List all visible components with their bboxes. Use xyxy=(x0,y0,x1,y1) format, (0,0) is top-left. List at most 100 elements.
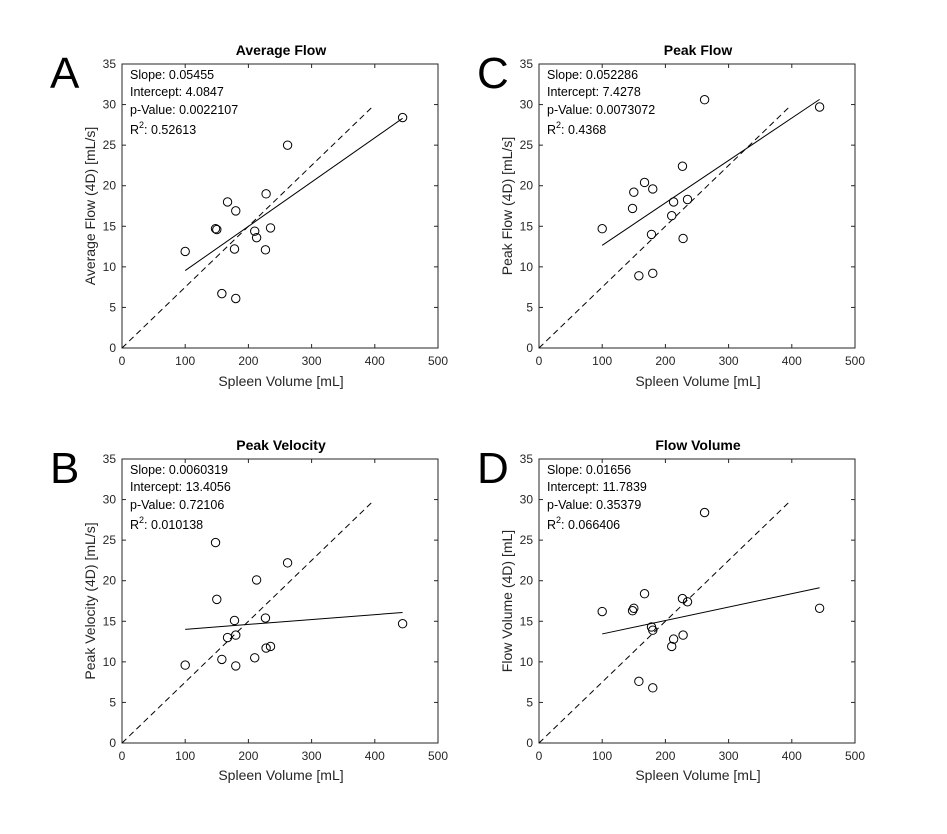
y-tick-label: 20 xyxy=(520,179,534,193)
x-tick-label: 100 xyxy=(592,749,612,763)
data-point xyxy=(648,683,658,693)
data-point xyxy=(668,197,679,207)
data-point xyxy=(250,653,260,663)
r2-value: : 0.4368 xyxy=(561,123,606,137)
y-axis-label: Peak Velocity (4D) [mL/s] xyxy=(82,522,98,679)
data-point xyxy=(212,224,222,235)
regression-line xyxy=(601,98,820,246)
stat-pvalue: p-Value: 0.72106 xyxy=(130,498,224,512)
stat-intercept: Intercept: 13.4056 xyxy=(130,480,231,494)
axes-box xyxy=(121,63,439,349)
panel-label: B xyxy=(50,444,79,493)
r2-symbol: R xyxy=(130,123,139,137)
data-point xyxy=(180,660,190,670)
data-point xyxy=(678,630,688,640)
r2-value: : 0.010138 xyxy=(144,518,203,532)
axes-box xyxy=(538,63,856,349)
y-tick-label: 5 xyxy=(109,695,116,709)
data-point xyxy=(677,161,688,171)
data-point xyxy=(180,246,190,257)
stat-slope: Slope: 0.0060319 xyxy=(130,463,228,477)
y-tick-label: 15 xyxy=(520,614,534,628)
x-tick-label: 400 xyxy=(365,749,385,763)
y-tick-label: 5 xyxy=(526,695,533,709)
data-point xyxy=(648,625,658,635)
panel-label: D xyxy=(477,444,509,493)
data-point xyxy=(282,558,293,568)
y-tick-label: 0 xyxy=(109,341,116,355)
data-point xyxy=(265,641,276,652)
y-tick-label: 30 xyxy=(103,493,117,507)
x-tick-label: 300 xyxy=(302,354,322,368)
x-axis-label: Spleen Volume [mL] xyxy=(218,373,343,389)
y-tick-label: 20 xyxy=(103,179,117,193)
stat-slope: Slope: 0.05455 xyxy=(130,68,214,82)
y-axis-label: Flow Volume (4D) [mL] xyxy=(499,530,515,672)
y-tick-label: 30 xyxy=(520,98,534,112)
data-point xyxy=(229,244,240,254)
x-tick-label: 100 xyxy=(175,749,195,763)
panel-flow-volume: D Flow Volume Spleen Volume [mL] Flow Vo… xyxy=(477,437,865,783)
x-tick-label: 200 xyxy=(655,749,675,763)
x-tick-label: 300 xyxy=(719,749,739,763)
x-tick-label: 300 xyxy=(719,354,739,368)
stat-r2: R2: 0.066406 xyxy=(547,515,620,532)
y-tick-label: 0 xyxy=(526,736,533,750)
panel-average-flow: A Average Flow Spleen Volume [mL] Averag… xyxy=(50,42,448,389)
stat-intercept: Intercept: 11.7839 xyxy=(547,480,647,494)
y-tick-label: 0 xyxy=(526,341,533,355)
stat-r2: R2: 0.010138 xyxy=(130,515,203,532)
data-point xyxy=(639,177,650,188)
y-axis-label: Average Flow (4D) [mL/s] xyxy=(82,127,98,285)
x-axis-label: Spleen Volume [mL] xyxy=(635,373,760,389)
r2-superscript: 2 xyxy=(139,515,144,525)
y-axis-label: Peak Flow (4D) [mL/s] xyxy=(499,137,515,275)
data-point xyxy=(648,268,658,279)
y-tick-label: 35 xyxy=(520,452,534,466)
stat-slope: Slope: 0.01656 xyxy=(547,463,631,477)
data-point xyxy=(667,641,677,652)
x-tick-label: 200 xyxy=(238,749,258,763)
axes-box xyxy=(121,458,439,744)
data-point xyxy=(634,271,644,281)
x-tick-label: 100 xyxy=(175,354,195,368)
y-tick-label: 35 xyxy=(103,452,117,466)
r2-superscript: 2 xyxy=(139,120,144,130)
y-tick-label: 10 xyxy=(520,260,534,274)
x-tick-label: 0 xyxy=(536,354,543,368)
y-tick-label: 20 xyxy=(520,574,534,588)
data-point xyxy=(627,606,638,616)
x-axis-label: Spleen Volume [mL] xyxy=(635,767,760,783)
x-tick-label: 100 xyxy=(592,354,612,368)
r2-symbol: R xyxy=(547,123,556,137)
data-point xyxy=(397,619,408,629)
data-point xyxy=(634,676,644,687)
stat-r2: R2: 0.4368 xyxy=(547,120,606,137)
data-point xyxy=(222,197,233,207)
r2-value: : 0.52613 xyxy=(144,123,196,137)
data-point xyxy=(210,224,221,234)
identity-line xyxy=(121,501,374,744)
data-point xyxy=(251,232,262,243)
data-point xyxy=(260,613,271,623)
x-tick-label: 500 xyxy=(428,354,448,368)
data-point xyxy=(251,575,262,585)
y-tick-label: 5 xyxy=(526,300,533,314)
r2-superscript: 2 xyxy=(556,120,561,130)
regression-line xyxy=(185,611,403,630)
r2-symbol: R xyxy=(547,518,556,532)
stat-intercept: Intercept: 4.0847 xyxy=(130,85,224,99)
stat-slope: Slope: 0.052286 xyxy=(547,68,638,82)
data-point xyxy=(682,194,693,205)
x-tick-label: 400 xyxy=(365,354,385,368)
data-point xyxy=(639,588,650,599)
data-point xyxy=(648,184,658,194)
data-point xyxy=(397,112,408,123)
x-tick-label: 400 xyxy=(782,354,802,368)
r2-value: : 0.066406 xyxy=(561,518,620,532)
y-tick-label: 20 xyxy=(103,574,117,588)
y-tick-label: 35 xyxy=(103,57,117,71)
axes-box xyxy=(538,458,856,744)
r2-symbol: R xyxy=(130,518,139,532)
